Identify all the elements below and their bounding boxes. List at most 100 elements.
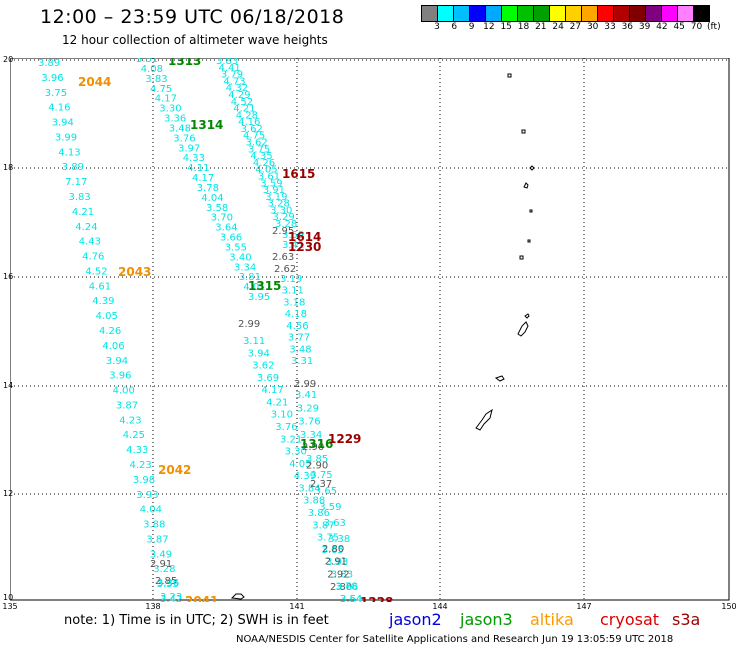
island-outline xyxy=(524,313,530,319)
wave-height-label: 2.92 xyxy=(327,569,349,580)
wave-height-label: 3.83 xyxy=(216,58,238,67)
wave-height-label: 3.42 xyxy=(160,594,182,602)
legend-label: 33 xyxy=(604,22,616,32)
wave-height-label: 4.00 xyxy=(113,386,135,397)
legend-swatch xyxy=(581,5,598,22)
wave-height-label: 3.75 xyxy=(248,144,270,155)
island-outline xyxy=(523,182,529,189)
chart-subtitle: 12 hour collection of altimeter wave hei… xyxy=(62,33,328,47)
wave-height-label: 4.13 xyxy=(58,147,80,158)
legend-swatch xyxy=(453,5,470,22)
wave-height-label: 3.41 xyxy=(295,390,317,401)
wave-height-label: 3.70 xyxy=(211,213,233,224)
wave-height-label: 4.01 xyxy=(243,282,265,293)
island-outline xyxy=(529,165,535,171)
wave-height-label: 4.24 xyxy=(75,222,97,233)
latitude-label: 10 xyxy=(3,593,14,602)
wave-height-label: 3.94 xyxy=(248,348,270,359)
wave-height-label: 3.10 xyxy=(271,410,293,421)
wave-height-label: 3.49 xyxy=(150,549,172,560)
wave-track: 3.85 3.75 3.65 3.59 3.63 3.38 xyxy=(306,454,350,545)
wave-height-label: 2.62 xyxy=(274,264,296,275)
chart-title: 12:00 – 23:59 UTC 06/18/2018 xyxy=(40,6,345,28)
legend-swatch xyxy=(469,5,486,22)
wave-height-label: 2.90 xyxy=(302,442,324,453)
wave-height-label: 4.52 xyxy=(231,97,253,108)
longitude-label: 144 xyxy=(432,602,448,611)
wave-height-label: 3.36 xyxy=(164,114,186,125)
wave-height-label: 4.43 xyxy=(79,237,101,248)
wave-height-label: 2.99 xyxy=(294,379,316,390)
wave-track: 3.663.54 xyxy=(336,582,362,602)
wave-height-label: 3.29 xyxy=(297,403,319,414)
wave-height-label: 3.59 xyxy=(319,502,341,513)
legend-swatch xyxy=(661,5,678,22)
wave-height-label: 4.18 xyxy=(285,309,307,320)
wave-height-label: 3.94 xyxy=(106,356,128,367)
wave-height-label: 4.23 xyxy=(119,415,141,426)
wave-height-label: 4.29 xyxy=(228,90,250,101)
legend-label: 12 xyxy=(483,22,495,32)
wave-height-label: 3.30 xyxy=(159,104,181,115)
wave-height-label: 4.21 xyxy=(233,104,255,115)
footer-note: note: 1) Time is in UTC; 2) SWH is in fe… xyxy=(64,613,329,628)
longitude-label: 135 xyxy=(2,602,18,611)
wave-track: 3.41 3.29 3.76 3.34 xyxy=(295,390,322,441)
wave-height-label: 3.54 xyxy=(340,594,362,602)
wave-height-label: 3.11 xyxy=(282,286,304,297)
wave-track: 3.593.41 xyxy=(282,230,304,251)
wave-height-label: 3.76 xyxy=(173,133,195,144)
legend-label: 27 xyxy=(569,22,582,32)
longitude-label: 147 xyxy=(576,602,592,611)
pass-number-label: 1615 xyxy=(282,167,315,181)
wave-height-label: 3.87 xyxy=(146,534,168,545)
pass-number-label: 1614 xyxy=(288,230,321,244)
satellite-name-altika: altika xyxy=(530,610,574,629)
wave-track: 3.36 3.23 xyxy=(157,578,182,602)
wave-height-label: 3.78 xyxy=(197,183,219,194)
wave-height-label: 4.61 xyxy=(89,281,111,292)
legend-label: 24 xyxy=(552,22,564,32)
latitude-label: 18 xyxy=(3,163,14,172)
wave-height-label: 2.85 xyxy=(155,576,177,587)
wave-track: 2.80 2.912.92 2.80 xyxy=(322,544,352,593)
wave-height-label: 3.75 xyxy=(317,533,339,544)
legend-swatch xyxy=(645,5,662,22)
wave-height-label: 3.29 xyxy=(273,212,295,223)
wave-height-label: 4.76 xyxy=(82,252,104,263)
wave-height-label: 2.91 xyxy=(150,559,172,570)
legend-label: 18 xyxy=(517,22,530,32)
satellite-name-s3a: s3a xyxy=(672,610,701,629)
wave-height-label: 3.93 xyxy=(326,557,348,568)
wave-height-label: 3.86 xyxy=(308,508,330,519)
wave-height-label: 3.62 xyxy=(246,138,268,149)
pass-number-label: 1314 xyxy=(190,118,223,132)
wave-height-label: 3.84 xyxy=(298,483,320,494)
legend-swatch xyxy=(517,5,534,22)
wave-height-label: 3.79 xyxy=(221,70,243,81)
wave-height-label: 3.59 xyxy=(260,178,282,189)
wave-track: 2.91 2.85 xyxy=(150,559,177,587)
wave-track: 2.99 xyxy=(238,319,260,330)
wave-height-label: 2.99 xyxy=(238,319,260,330)
wave-height-label: 4.04 xyxy=(140,505,162,516)
island-outline xyxy=(494,375,505,382)
wave-track: 2.95 xyxy=(272,226,294,237)
island-outline xyxy=(521,129,526,134)
longitude-label: 138 xyxy=(145,602,161,611)
wave-height-label: 4.26 xyxy=(253,158,275,169)
wave-height-label: 3.21 xyxy=(280,434,302,445)
wave-height-label: 3.99 xyxy=(55,132,77,143)
longitude-label: 141 xyxy=(289,602,305,611)
wave-height-label: 3.34 xyxy=(300,430,322,441)
wave-height-label: 3.41 xyxy=(282,240,304,251)
legend-label: 30 xyxy=(586,22,599,32)
island-outline xyxy=(527,239,531,243)
wave-height-label: 3.76 xyxy=(275,422,297,433)
wave-height-label: 4.05 xyxy=(255,165,277,176)
wave-height-map: 3.89 3.96 3.75 4.16 3.94 3.99 4.13 3.89 7.17 3.83… xyxy=(10,58,730,602)
wave-height-label: 3.58 xyxy=(206,203,228,214)
legend-label: 45 xyxy=(673,22,685,32)
legend-swatch xyxy=(549,5,566,22)
